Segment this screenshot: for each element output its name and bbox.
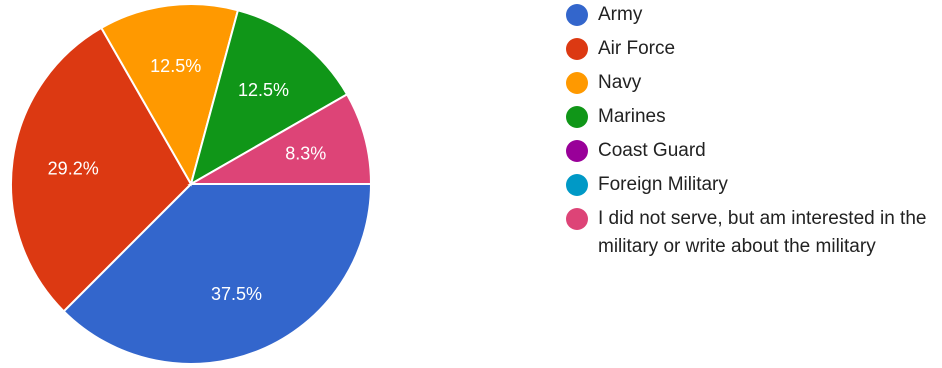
legend-item-did-not-serve[interactable]: I did not serve, but am interested in th…	[566, 208, 942, 261]
pie-slice-labels: 37.5% 29.2% 12.5% 12.5% 8.3%	[48, 56, 327, 304]
legend-swatch-did-not-serve	[566, 208, 588, 230]
legend-label-army: Army	[598, 4, 643, 25]
legend-label-air-force: Air Force	[598, 38, 676, 59]
legend-label-did-not-serve: I did not serve, but am interested in th…	[598, 208, 927, 257]
legend-item-coast-guard[interactable]: Coast Guard	[566, 140, 942, 165]
legend-swatch-air-force	[566, 38, 588, 60]
legend-swatch-navy	[566, 72, 588, 94]
pie-slice-marines[interactable]	[189, 9, 349, 187]
legend-swatch-marines	[566, 106, 588, 128]
pie-slice-army[interactable]	[62, 183, 373, 365]
legend-label-navy: Navy	[598, 72, 642, 93]
slice-label-navy: 12.5%	[150, 56, 201, 76]
legend-item-navy[interactable]: Navy	[566, 72, 942, 97]
pie-slice-air-force[interactable]	[10, 26, 193, 313]
legend-item-marines[interactable]: Marines	[566, 106, 942, 131]
pie-slices	[10, 3, 373, 365]
legend-item-air-force[interactable]: Air Force	[566, 38, 942, 63]
legend-swatch-coast-guard	[566, 140, 588, 162]
legend-swatch-foreign-military	[566, 174, 588, 196]
slice-label-army: 37.5%	[211, 284, 262, 304]
pie-slice-navy[interactable]	[99, 3, 240, 187]
legend-label-coast-guard: Coast Guard	[598, 140, 706, 161]
legend-item-army[interactable]: Army	[566, 4, 942, 29]
pie-chart: 37.5% 29.2% 12.5% 12.5% 8.3%	[10, 3, 373, 365]
legend-label-marines: Marines	[598, 106, 666, 127]
pie-slice-did-not-serve[interactable]	[187, 92, 373, 185]
legend-swatch-army	[566, 4, 588, 26]
slice-label-marines: 12.5%	[238, 80, 289, 100]
legend-label-foreign-military: Foreign Military	[598, 174, 728, 195]
slice-label-did-not-serve: 8.3%	[285, 143, 326, 163]
legend-item-foreign-military[interactable]: Foreign Military	[566, 174, 942, 199]
legend: Army Air Force Navy Marines Coast Guard …	[566, 4, 942, 270]
slice-label-air-force: 29.2%	[48, 158, 99, 178]
